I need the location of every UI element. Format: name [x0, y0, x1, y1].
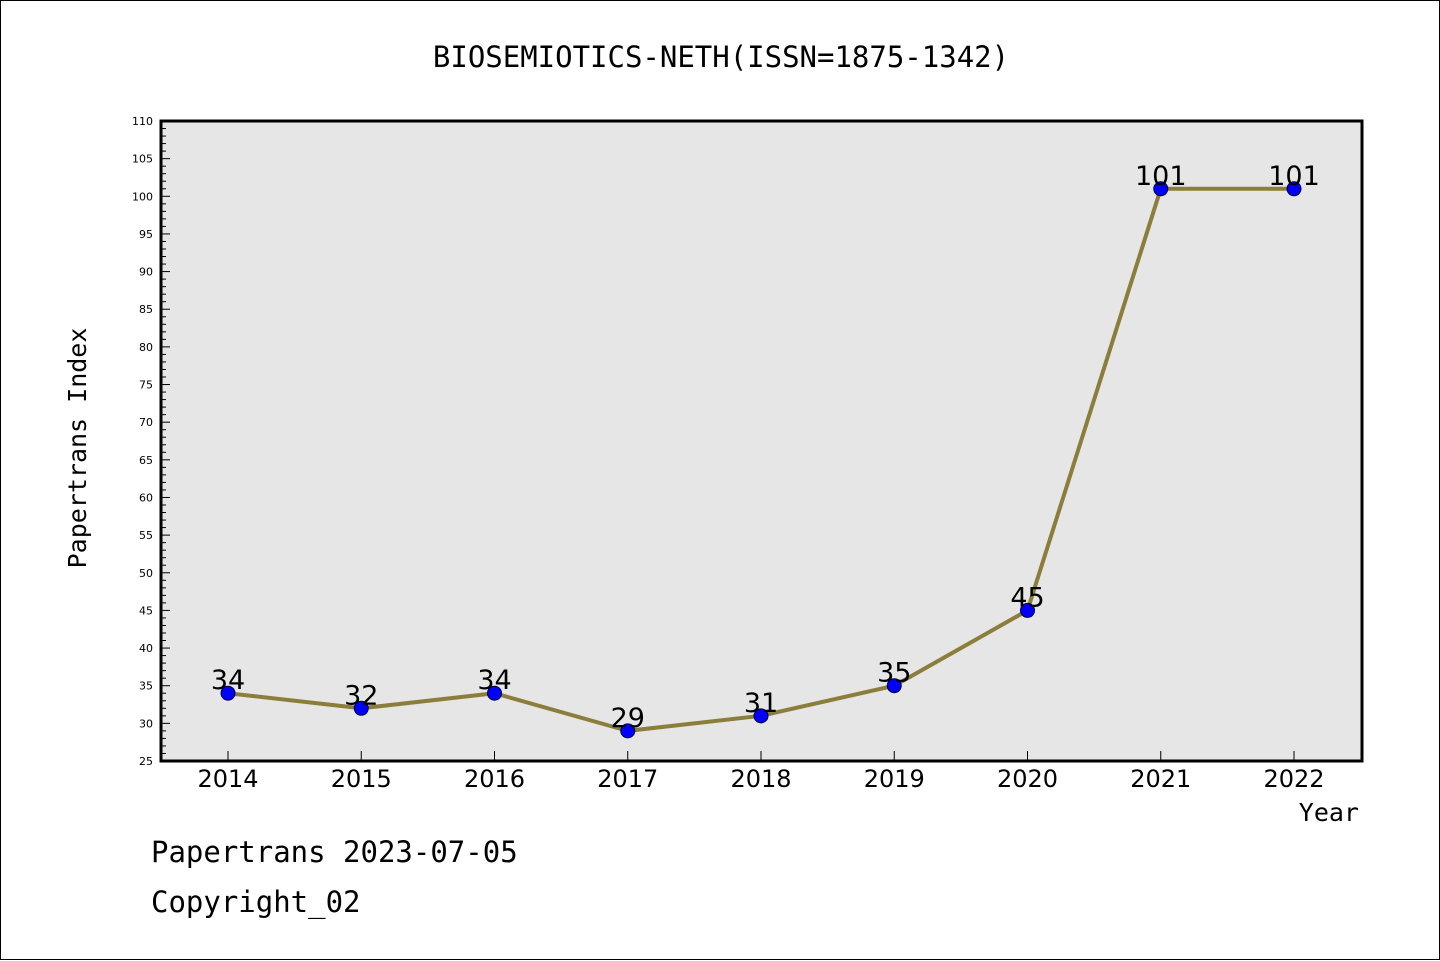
y-tick-label: 30	[139, 717, 153, 730]
y-tick-label: 55	[139, 529, 153, 542]
x-tick-label: 2022	[1263, 765, 1324, 793]
x-tick-label: 2018	[730, 765, 791, 793]
data-label: 34	[211, 665, 245, 696]
x-tick-label: 2015	[331, 765, 392, 793]
y-tick-label: 90	[139, 266, 153, 279]
data-point	[1286, 181, 1302, 197]
plot-border	[159, 119, 1364, 763]
footer-copyright: Copyright_02	[151, 885, 361, 919]
data-label: 101	[1268, 161, 1320, 192]
plot-area	[161, 121, 1362, 761]
x-axis-title: Year	[1299, 798, 1359, 827]
y-tick-label: 40	[139, 642, 153, 655]
data-label-group: 34 32 34 29 31 35 45 101 101	[211, 161, 1320, 734]
y-tick-label: 110	[132, 115, 153, 128]
marker-group	[220, 181, 1302, 739]
data-label: 45	[1010, 582, 1044, 613]
data-label: 35	[877, 658, 911, 689]
x-tick-label: 2019	[864, 765, 925, 793]
data-point	[1020, 602, 1035, 618]
data-label: 32	[344, 680, 378, 711]
y-tick-label: 105	[132, 153, 153, 166]
data-label: 29	[611, 703, 645, 734]
x-tick-label: 2014	[197, 765, 258, 793]
x-axis: 2014 2015 2016 2017 2018 2019 2020 2021 2022	[197, 751, 1325, 793]
data-label: 101	[1135, 161, 1187, 192]
y-tick-label: 60	[139, 491, 153, 504]
y-tick-label: 65	[139, 454, 153, 467]
y-tick-label: 75	[139, 379, 153, 392]
data-point	[220, 685, 236, 701]
y-tick-label: 100	[132, 190, 153, 203]
y-tick-label: 35	[139, 680, 153, 693]
footer-date: Papertrans 2023-07-05	[151, 835, 518, 869]
x-tick-label: 2016	[464, 765, 525, 793]
y-axis-title: Papertrans Index	[63, 328, 92, 569]
y-tick-label: 95	[139, 228, 153, 241]
data-point	[353, 700, 369, 716]
data-point	[753, 708, 769, 724]
data-point	[1153, 181, 1169, 197]
data-point	[487, 685, 502, 701]
x-tick-label: 2020	[997, 765, 1058, 793]
y-tick-label: 25	[139, 755, 153, 768]
data-label: 34	[477, 665, 511, 696]
y-tick-label: 70	[139, 416, 153, 429]
data-point	[886, 678, 902, 694]
x-tick-label: 2017	[597, 765, 658, 793]
data-point	[620, 723, 636, 739]
data-label: 31	[744, 688, 778, 719]
y-tick-label: 85	[139, 303, 153, 316]
x-tick-label: 2021	[1130, 765, 1191, 793]
y-tick-label: 45	[139, 604, 153, 617]
y-tick-label: 50	[139, 567, 153, 580]
chart-title: BIOSEMIOTICS-NETH(ISSN=1875-1342)	[433, 40, 1009, 74]
y-tick-label: 80	[139, 341, 153, 354]
